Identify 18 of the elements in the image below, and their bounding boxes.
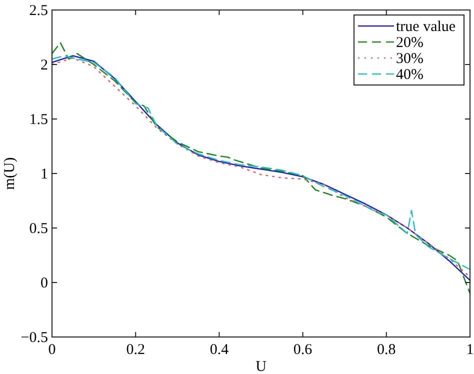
- legend-label: 30%: [396, 51, 424, 67]
- y-tick-label: 0.5: [29, 221, 48, 237]
- legend-label: true value: [396, 19, 456, 35]
- y-tick-label: 1: [40, 166, 48, 182]
- y-tick-label: 2.5: [29, 3, 48, 19]
- x-axis-title: U: [256, 359, 267, 374]
- x-tick-label: 0.8: [377, 342, 396, 358]
- y-axis-title: m(U): [2, 157, 18, 190]
- x-tick-label: 0.4: [210, 342, 230, 358]
- x-tick-label: 0.2: [126, 342, 145, 358]
- legend-label: 20%: [396, 35, 424, 51]
- y-tick-label: −0.5: [20, 330, 48, 346]
- x-tick-label: 0.6: [293, 342, 313, 358]
- legend-label: 40%: [396, 67, 424, 83]
- y-tick-label: 0: [40, 276, 48, 292]
- y-tick-label: 2: [40, 58, 48, 74]
- x-tick-label: 1: [466, 342, 474, 358]
- y-tick-label: 1.5: [29, 112, 48, 128]
